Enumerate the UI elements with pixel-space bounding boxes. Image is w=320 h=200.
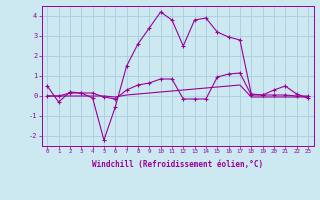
X-axis label: Windchill (Refroidissement éolien,°C): Windchill (Refroidissement éolien,°C) <box>92 160 263 169</box>
